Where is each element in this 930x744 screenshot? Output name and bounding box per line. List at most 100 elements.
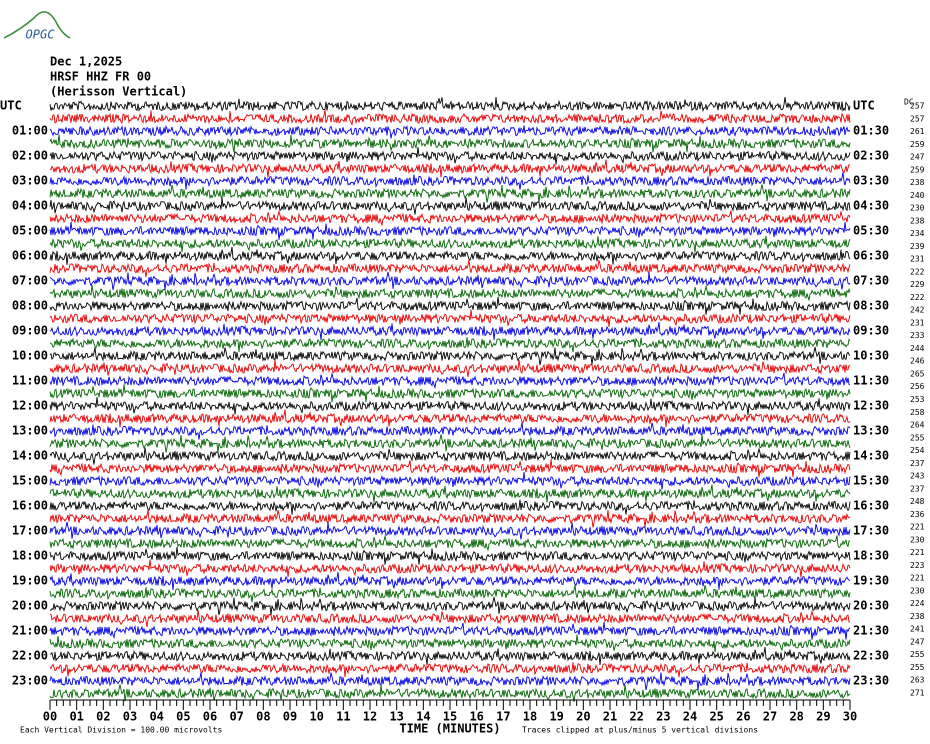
dc-value: 255 [910, 433, 925, 442]
x-tick-label: 26 [736, 710, 750, 724]
dc-value: 256 [910, 382, 925, 391]
traces [49, 96, 851, 703]
trace [49, 184, 851, 203]
x-tick-label: 30 [843, 710, 857, 724]
trace [49, 271, 851, 291]
trace [49, 396, 851, 416]
left-label: 13:00 [12, 424, 48, 438]
trace [49, 546, 851, 565]
dc-value: 261 [910, 127, 925, 136]
left-label: 23:00 [12, 674, 48, 688]
trace [49, 159, 851, 178]
right-label: 20:30 [853, 599, 889, 613]
dc-value: 247 [910, 153, 925, 162]
dc-value: 224 [910, 599, 925, 608]
trace [49, 672, 851, 691]
left-label: 15:00 [12, 474, 48, 488]
right-label: 09:30 [853, 324, 889, 338]
x-tick-label: 11 [336, 710, 350, 724]
trace [49, 346, 851, 366]
left-label: 16:00 [12, 499, 48, 513]
x-tick-label: 18 [523, 710, 537, 724]
x-tick-label: 04 [149, 710, 163, 724]
left-label: 03:00 [12, 174, 48, 188]
trace [49, 409, 851, 428]
right-label: 04:30 [853, 199, 889, 213]
dc-value: 244 [910, 344, 925, 353]
trace [49, 284, 851, 302]
trace [49, 662, 851, 678]
dc-value: 242 [910, 306, 925, 315]
trace [49, 521, 851, 540]
dc-value: 254 [910, 446, 925, 455]
trace [49, 384, 851, 403]
trace [49, 309, 851, 328]
dc-value: 240 [910, 191, 925, 200]
dc-value: 253 [910, 395, 925, 404]
trace [49, 124, 851, 139]
left-label: 21:00 [12, 624, 48, 638]
trace [49, 221, 851, 240]
x-tick-label: 06 [203, 710, 217, 724]
left-label: 19:00 [12, 574, 48, 588]
logo-text: OPGC [26, 28, 56, 42]
location: (Herisson Vertical) [50, 85, 187, 99]
x-tick-label: 07 [229, 710, 243, 724]
right-label: 15:30 [853, 474, 889, 488]
dc-value: 237 [910, 459, 925, 468]
x-tick-label: 23 [656, 710, 670, 724]
dc-value: 247 [910, 637, 925, 646]
left-label: 02:00 [12, 149, 48, 163]
dc-value: 221 [910, 523, 925, 532]
right-label: 05:30 [853, 224, 889, 238]
trace [49, 646, 851, 666]
left-label: 11:00 [12, 374, 48, 388]
x-tick-label: 21 [603, 710, 617, 724]
dc-value: 230 [910, 204, 925, 213]
trace [49, 534, 850, 552]
x-tick-label: 25 [709, 710, 723, 724]
right-label: 16:30 [853, 499, 889, 513]
trace [49, 109, 851, 126]
right-label: 17:30 [853, 524, 889, 538]
x-axis-label: TIME (MINUTES) [399, 722, 500, 736]
right-label: 02:30 [853, 149, 889, 163]
right-label: 07:30 [853, 274, 889, 288]
dc-value: 246 [910, 357, 925, 366]
trace [49, 96, 851, 113]
left-label: 08:00 [12, 299, 48, 313]
dc-value: 239 [910, 242, 925, 251]
x-tick-label: 17 [496, 710, 510, 724]
dc-value: 258 [910, 408, 925, 417]
x-tick-label: 14 [416, 710, 430, 724]
dc-value: 265 [910, 369, 925, 378]
trace [49, 559, 851, 578]
dc-value: 221 [910, 548, 925, 557]
left-label: 18:00 [12, 549, 48, 563]
trace [49, 246, 851, 266]
right-label: 14:30 [853, 449, 889, 463]
x-tick-label: 20 [576, 710, 590, 724]
dc-value: 255 [910, 650, 925, 659]
date: Dec 1,2025 [50, 55, 122, 69]
right-label: 21:30 [853, 624, 889, 638]
trace [49, 235, 851, 253]
right-label: 18:30 [853, 549, 889, 563]
x-tick-label: 10 [309, 710, 323, 724]
left-label: 01:00 [12, 124, 48, 138]
trace [49, 259, 851, 278]
dc-value: 264 [910, 421, 925, 430]
right-label: UTC [853, 99, 875, 113]
right-label: 11:30 [853, 374, 889, 388]
dc-value: 259 [910, 140, 925, 149]
dc-value: 231 [910, 255, 925, 264]
dc-value: 237 [910, 484, 925, 493]
right-label: 08:30 [853, 299, 889, 313]
left-label: UTC [0, 99, 22, 113]
trace [49, 684, 851, 703]
x-tick-label: 24 [683, 710, 697, 724]
dc-value: 223 [910, 561, 925, 570]
x-tick-label: 12 [363, 710, 377, 724]
left-label: 10:00 [12, 349, 48, 363]
dc-value: 255 [910, 663, 925, 672]
